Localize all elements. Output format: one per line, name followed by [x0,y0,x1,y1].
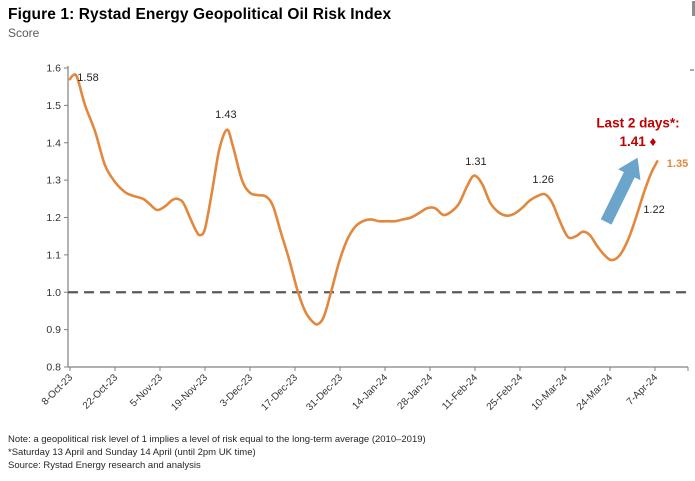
x-tick-label: 5-Nov-23 [128,372,165,409]
footnote-asterisk: *Saturday 13 April and Sunday 14 April (… [8,447,256,458]
x-tick-label: 25-Feb-24 [485,372,526,413]
y-tick-label: 1.1 [46,249,61,261]
x-tick-label: 3-Dec-23 [218,372,255,409]
figure-subtitle: Score [8,26,40,40]
point-value-label: 1.35 [667,158,688,170]
x-tick-label: 19-Nov-23 [169,372,210,413]
trend-up-arrow-icon [600,157,641,225]
x-tick-label: 11-Feb-24 [440,372,480,412]
x-tick-label: 14-Jan-24 [351,372,391,412]
y-tick-label: 1.3 [46,175,61,187]
x-tick-label: 17-Dec-23 [259,372,300,413]
footnote-source: Source: Rystad Energy research and analy… [8,460,201,471]
x-tick-label: 22-Oct-23 [81,372,121,412]
point-value-label: 1.43 [215,109,236,121]
x-tick-label: 7-Apr-24 [625,372,661,408]
screen-edge-artifact [692,1,695,16]
y-tick-label: 1.2 [46,212,61,224]
x-tick-label: 24-Mar-24 [575,372,616,413]
y-tick-label: 1.6 [46,63,61,75]
point-value-label: 1.58 [77,72,98,84]
screen-edge-artifact [690,69,694,71]
y-tick-label: 1.4 [46,137,61,149]
footnote-note: Note: a geopolitical risk level of 1 imp… [8,434,426,445]
x-tick-label: 28-Jan-24 [396,372,436,412]
last-2-days-value: 1.41 ♦ [620,134,657,149]
x-tick-label: 31-Dec-23 [304,372,345,413]
x-tick-label: 8-Oct-23 [40,372,76,408]
y-tick-label: 1.5 [46,100,61,112]
x-tick-label: 10-Mar-24 [530,372,571,413]
footnotes: Note: a geopolitical risk level of 1 imp… [8,433,426,472]
y-tick-label: 0.9 [46,324,61,336]
point-value-label: 1.26 [532,174,553,186]
point-value-label: 1.31 [465,156,486,168]
risk-index-line [68,73,659,326]
last-2-days-label: Last 2 days*: [596,115,679,130]
y-tick-label: 1.0 [46,287,61,299]
figure-title: Figure 1: Rystad Energy Geopolitical Oil… [8,6,392,23]
point-value-label: 1.22 [643,204,664,216]
y-tick-label: 0.8 [46,362,61,374]
